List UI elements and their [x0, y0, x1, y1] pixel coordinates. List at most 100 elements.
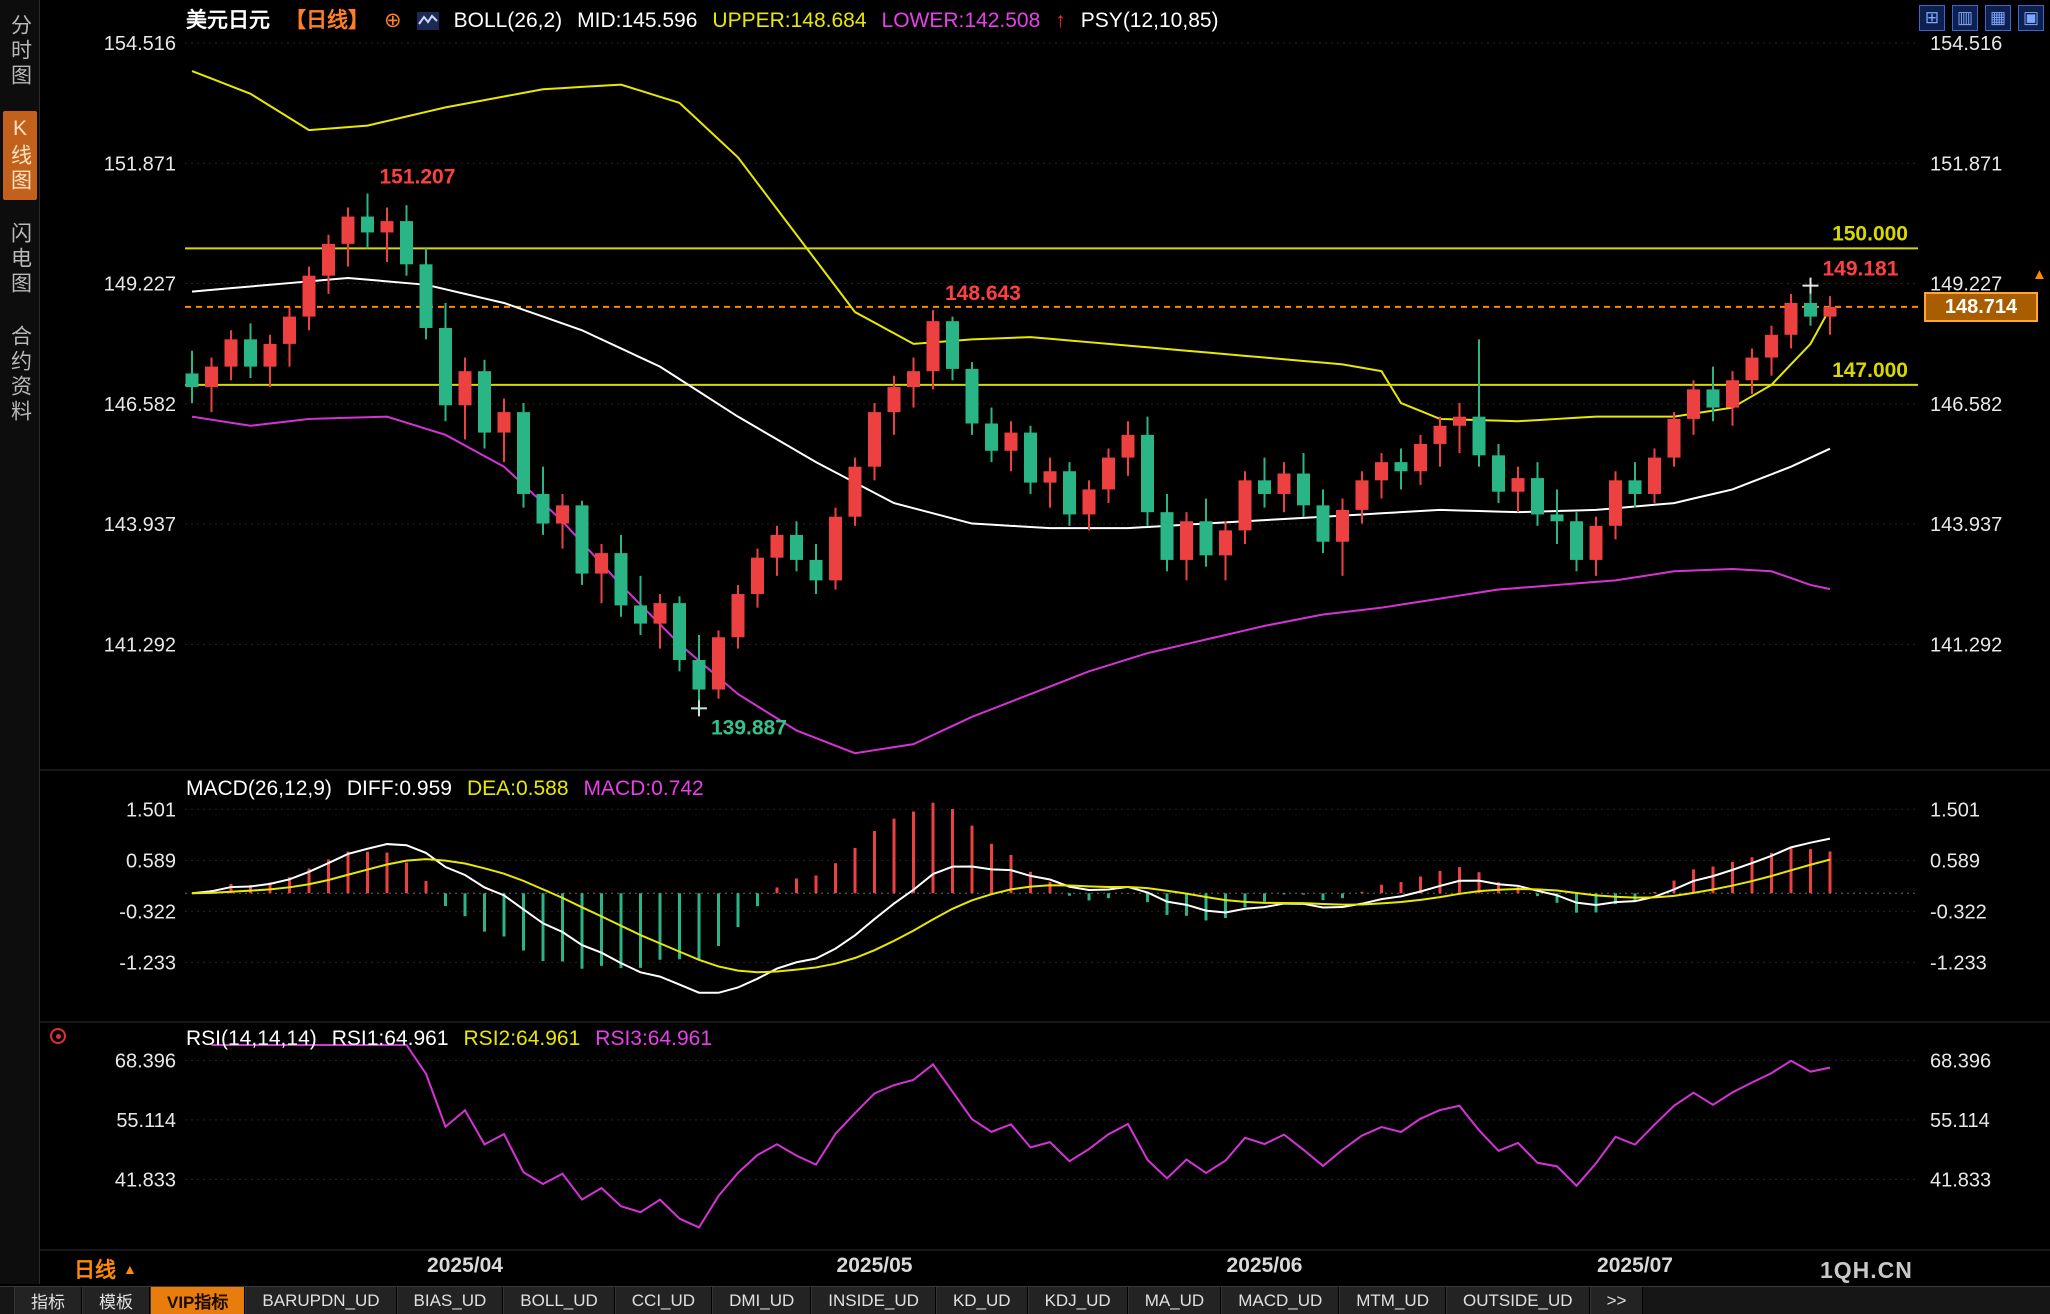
macd-panel-header: MACD(26,12,9) DIFF:0.959 DEA:0.588 MACD:…: [186, 776, 704, 802]
svg-text:143.937: 143.937: [104, 514, 176, 536]
toolbar-tab-15[interactable]: >>: [1589, 1287, 1644, 1314]
toolbar-tab-2[interactable]: VIP指标: [150, 1287, 246, 1314]
extreme-markers: [691, 277, 1819, 717]
svg-text:139.887: 139.887: [711, 716, 787, 739]
svg-text:146.582: 146.582: [104, 394, 176, 416]
svg-text:2025/06: 2025/06: [1227, 1254, 1303, 1277]
bottom-toolbar: 指标 模板 VIP指标 BARUPDN_UD BIAS_UD BOLL_UD CCI_UD D…: [0, 1286, 2050, 1314]
svg-text:148.643: 148.643: [945, 282, 1021, 305]
single-panel-layout-icon[interactable]: ▣: [2018, 5, 2044, 31]
period-tag[interactable]: 【日线】: [285, 9, 369, 32]
price-annotations: 151.207 148.643 149.181 139.887: [380, 165, 1899, 739]
rsi1-value: RSI1:64.961: [331, 1027, 449, 1050]
bottom-period-selector[interactable]: 日线 ▲: [74, 1254, 137, 1284]
macd-params-label: MACD(26,12,9): [186, 777, 332, 800]
svg-text:2025/04: 2025/04: [427, 1254, 503, 1277]
triangle-up-icon: ▲: [123, 1261, 137, 1277]
sidebar-item-time-chart[interactable]: 分时图: [8, 14, 32, 89]
svg-text:68.396: 68.396: [1930, 1050, 1991, 1072]
svg-text:143.937: 143.937: [1930, 514, 2002, 536]
main-chart-header: 美元日元 【日线】 ⊕ BOLL(26,2) MID:145.596 UPPER…: [186, 8, 1219, 34]
svg-text:55.114: 55.114: [1930, 1110, 1990, 1132]
rsi-params-label: RSI(14,14,14): [186, 1027, 317, 1050]
svg-text:1.501: 1.501: [126, 799, 176, 821]
svg-text:55.114: 55.114: [116, 1110, 176, 1132]
alert-dot-icon[interactable]: [50, 1028, 66, 1044]
svg-text:149.181: 149.181: [1823, 258, 1899, 281]
toolbar-tab-4[interactable]: BIAS_UD: [396, 1287, 504, 1314]
macd-dea-value: DEA:0.588: [466, 777, 569, 800]
svg-text:151.871: 151.871: [1930, 153, 2002, 175]
macd-value: MACD:0.742: [583, 777, 704, 800]
svg-text:41.833: 41.833: [1930, 1169, 1991, 1191]
boll-lower-value: LOWER:142.508: [881, 9, 1041, 32]
boll-params-label: BOLL(26,2): [453, 9, 563, 32]
boll-upper-value: UPPER:148.684: [712, 9, 867, 32]
toolbar-tab-5[interactable]: BOLL_UD: [503, 1287, 615, 1314]
left-sidebar: 分时图 K线图 闪电图 合约资料: [0, 0, 40, 1284]
toolbar-tab-10[interactable]: KDJ_UD: [1027, 1287, 1128, 1314]
svg-text:150.000: 150.000: [1832, 222, 1908, 245]
bottom-period-label: 日线: [74, 1259, 116, 1282]
toolbar-tab-12[interactable]: MACD_UD: [1221, 1287, 1340, 1314]
boll-mid-value: MID:145.596: [577, 9, 698, 32]
svg-text:154.516: 154.516: [104, 33, 176, 55]
axis-labels: 154.516 154.516 151.871 151.871 149.227 149.2…: [104, 33, 2003, 1191]
svg-text:149.227: 149.227: [104, 274, 176, 296]
layout-icons: ⊞ ▥ ▦ ▣: [1919, 5, 2044, 31]
sidebar-item-lightning-chart[interactable]: 闪电图: [8, 222, 32, 297]
toolbar-tab-13[interactable]: MTM_UD: [1339, 1287, 1446, 1314]
psy-params-label: PSY(12,10,85): [1080, 9, 1219, 32]
svg-text:141.292: 141.292: [104, 634, 176, 656]
svg-text:154.516: 154.516: [1930, 33, 2002, 55]
gridlines: [40, 42, 2050, 1251]
toolbar-tab-9[interactable]: KD_UD: [935, 1287, 1028, 1314]
toolbar-tab-1[interactable]: 模板: [82, 1287, 150, 1314]
mini-chart-icon[interactable]: [416, 12, 439, 30]
rsi2-value: RSI2:64.961: [463, 1027, 581, 1050]
svg-text:68.396: 68.396: [115, 1050, 176, 1072]
toolbar-tab-8[interactable]: INSIDE_UD: [811, 1287, 936, 1314]
toolbar-tab-11[interactable]: MA_UD: [1127, 1287, 1222, 1314]
symbol-name: 美元日元: [186, 9, 270, 32]
svg-text:0.589: 0.589: [1930, 850, 1980, 872]
svg-text:151.207: 151.207: [380, 165, 456, 188]
svg-text:2025/05: 2025/05: [837, 1254, 913, 1277]
macd-diff-value: DIFF:0.959: [346, 777, 452, 800]
svg-text:151.871: 151.871: [104, 153, 176, 175]
horizontal-level-lines: 150.000 147.000: [185, 222, 1918, 386]
toolbar-tab-14[interactable]: OUTSIDE_UD: [1445, 1287, 1590, 1314]
rsi-line: [211, 1044, 1831, 1229]
svg-text:141.292: 141.292: [1930, 634, 2002, 656]
toolbar-tab-3[interactable]: BARUPDN_UD: [245, 1287, 397, 1314]
rsi3-value: RSI3:64.961: [595, 1027, 713, 1050]
toolbar-tab-7[interactable]: DMI_UD: [712, 1287, 812, 1314]
svg-text:41.833: 41.833: [115, 1169, 176, 1191]
site-watermark: 1QH.CN: [1820, 1257, 1913, 1283]
rsi-panel-header: RSI(14,14,14) RSI1:64.961 RSI2:64.961 RS…: [186, 1026, 712, 1052]
circle-plus-icon[interactable]: ⊕: [384, 9, 402, 32]
price-up-arrow-icon: ▲: [2032, 266, 2047, 283]
svg-text:147.000: 147.000: [1832, 359, 1908, 382]
svg-text:1.501: 1.501: [1930, 799, 1980, 821]
multi-panel-layout-icon[interactable]: ▦: [1985, 5, 2011, 31]
svg-text:-1.233: -1.233: [119, 952, 176, 974]
macd-histogram: [210, 802, 1832, 969]
sidebar-item-kline-chart[interactable]: K线图: [2, 111, 37, 200]
x-axis-labels: 2025/04 2025/05 2025/06 2025/07: [427, 1254, 1673, 1277]
column-layout-icon[interactable]: ▥: [1952, 5, 1978, 31]
current-price-badge: 148.714: [1924, 292, 2038, 322]
svg-text:-1.233: -1.233: [1930, 952, 1987, 974]
toolbar-tab-6[interactable]: CCI_UD: [614, 1287, 713, 1314]
sidebar-item-contract-info[interactable]: 合约资料: [8, 325, 32, 425]
svg-text:146.582: 146.582: [1930, 394, 2002, 416]
grid-layout-icon[interactable]: ⊞: [1919, 5, 1945, 31]
svg-text:-0.322: -0.322: [119, 901, 176, 923]
svg-text:0.589: 0.589: [126, 850, 176, 872]
toolbar-tab-0[interactable]: 指标: [14, 1287, 82, 1314]
macd-lines: [191, 837, 1831, 994]
svg-text:2025/07: 2025/07: [1597, 1254, 1673, 1277]
candles: [185, 193, 1837, 709]
